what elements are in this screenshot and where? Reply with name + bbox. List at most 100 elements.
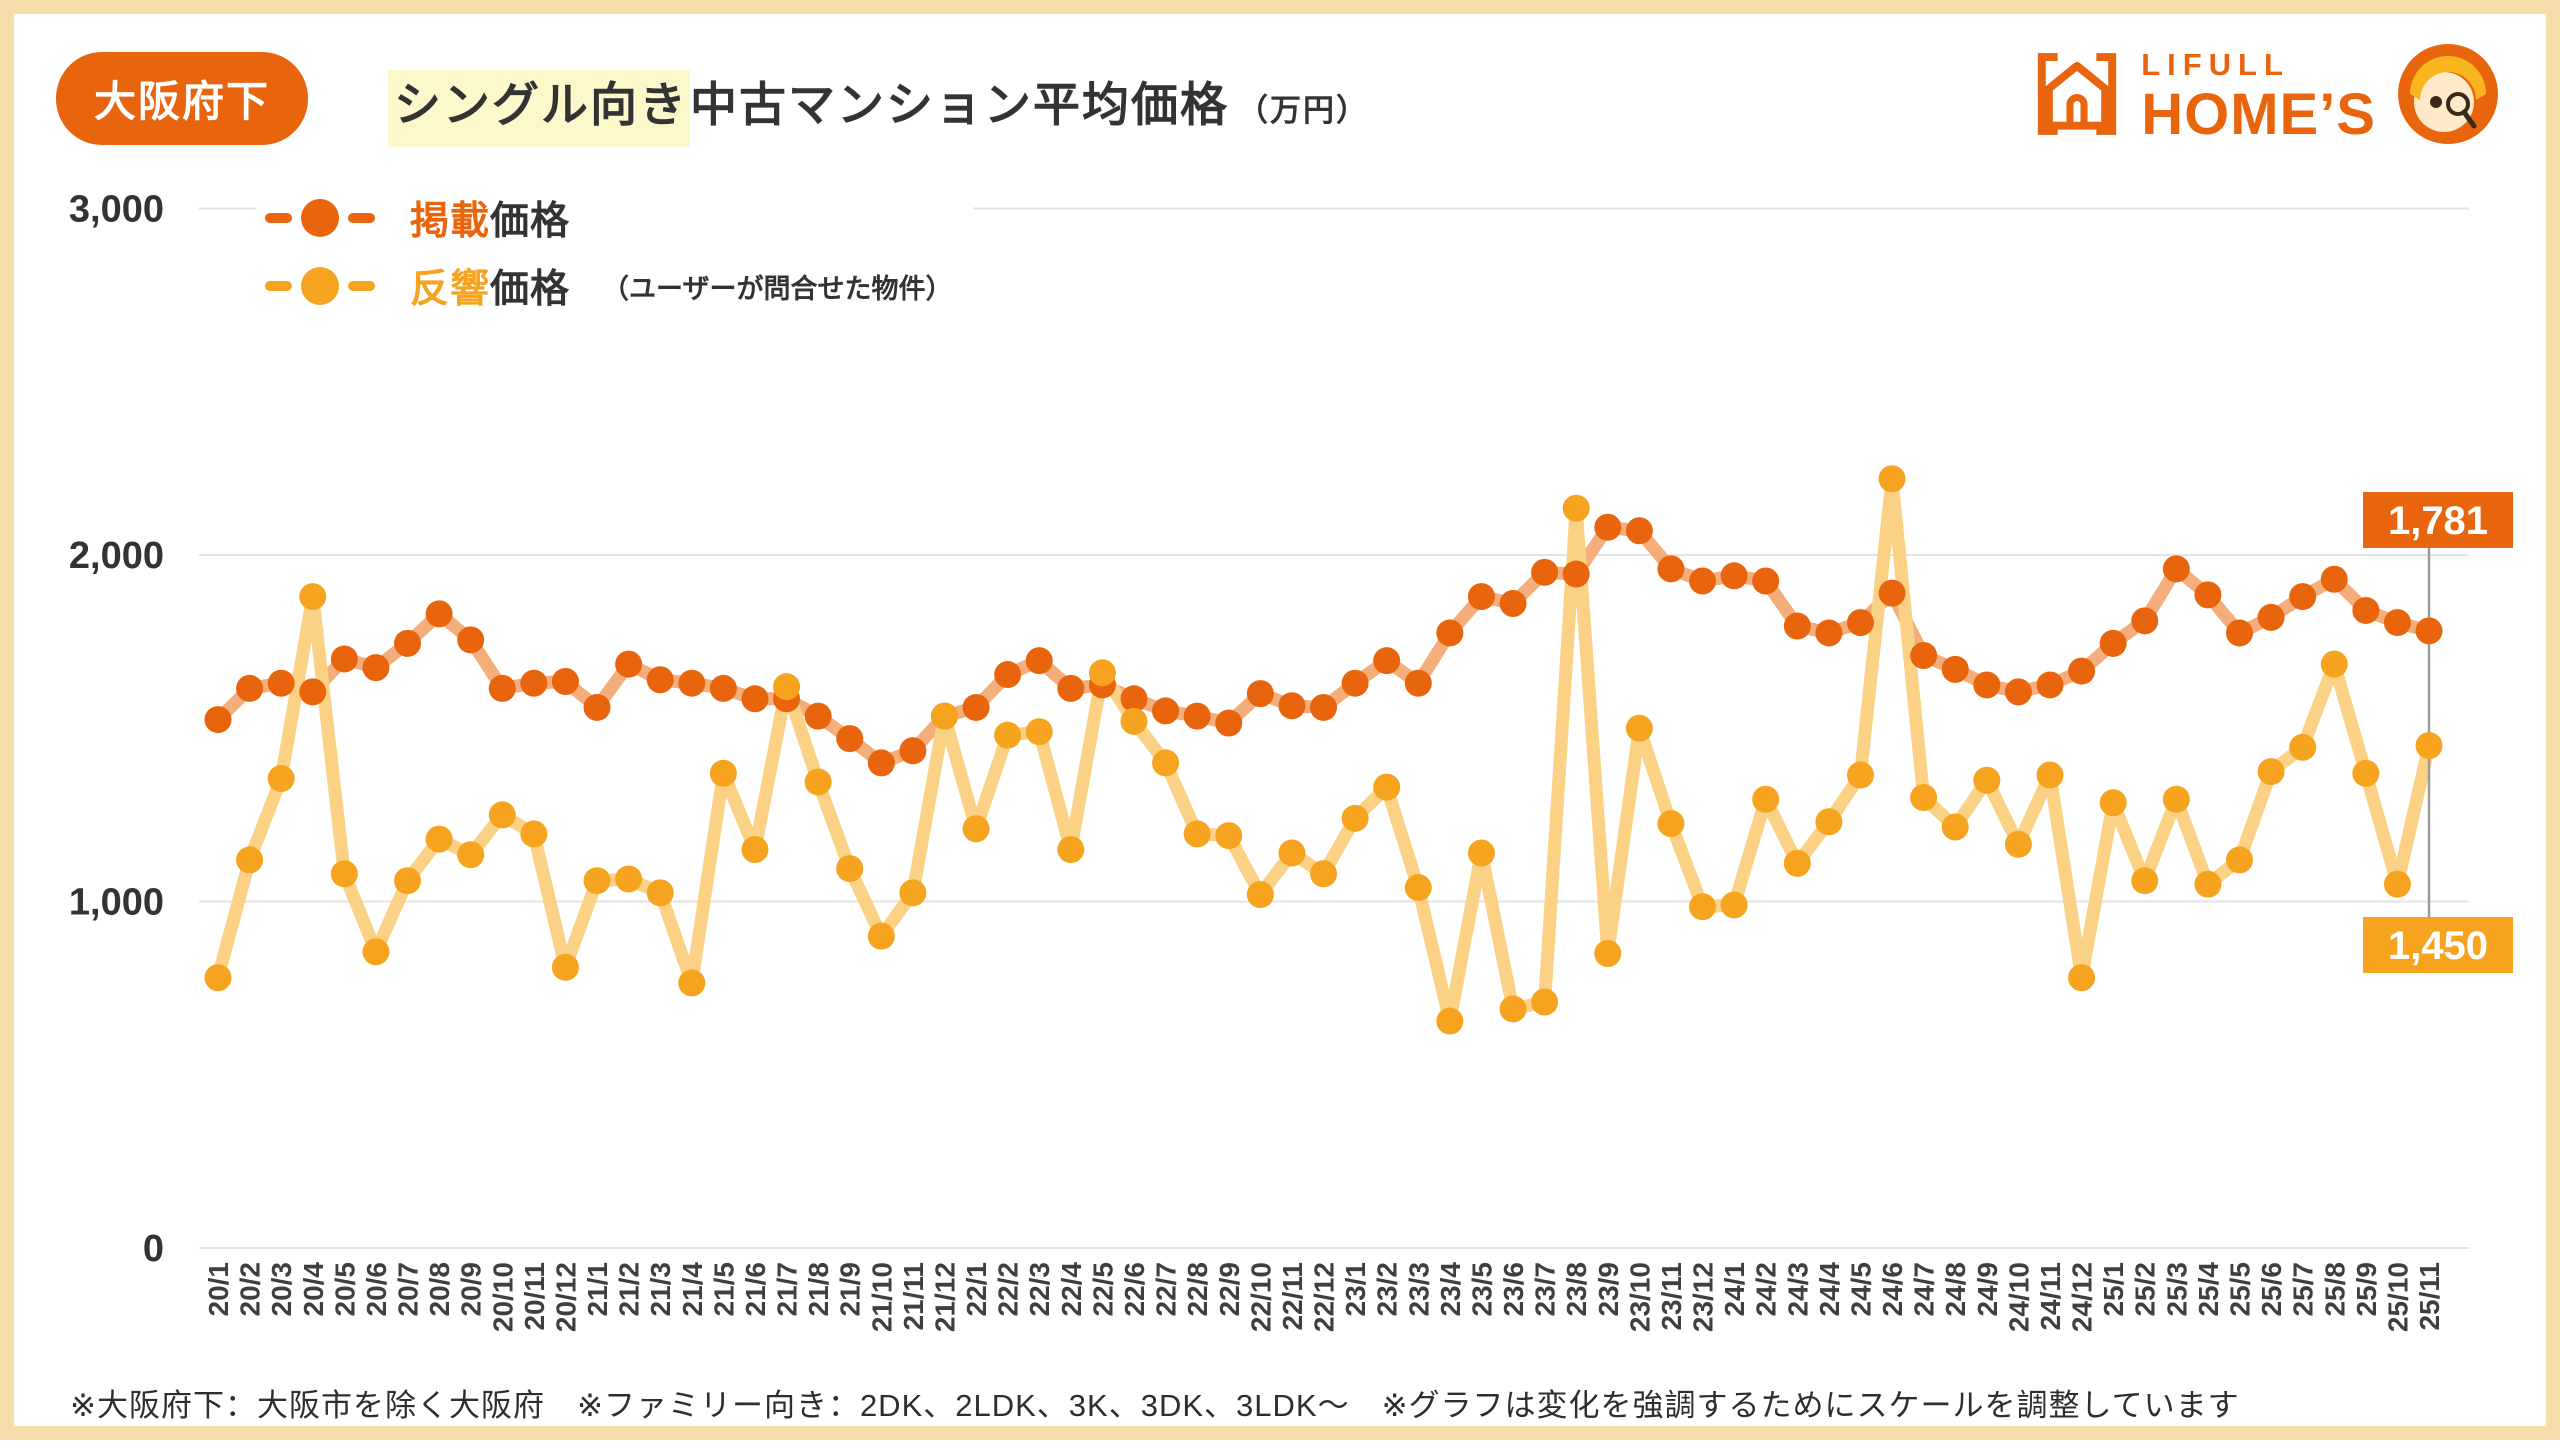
x-axis-tick: 21/5 xyxy=(708,1262,739,1317)
gridlines xyxy=(199,207,2469,1249)
listed-line xyxy=(211,520,2436,770)
x-axis-tick: 20/11 xyxy=(519,1262,550,1331)
listed-point xyxy=(1878,579,1906,607)
x-axis-tick: 24/12 xyxy=(2067,1262,2098,1332)
listed-point xyxy=(646,666,674,694)
inquiry-value-label-box xyxy=(2363,917,2514,973)
x-axis-tick: 23/6 xyxy=(1498,1262,1529,1317)
inquiry-point xyxy=(1531,988,1559,1016)
inquiry-point xyxy=(2415,732,2443,760)
x-axis-tick: 24/1 xyxy=(1719,1262,1750,1317)
x-axis-tick: 20/4 xyxy=(298,1262,329,1317)
listed-series-marker-icon xyxy=(256,199,384,237)
listed-point xyxy=(1120,685,1148,713)
inquiry-point xyxy=(1278,839,1306,867)
inquiry-point xyxy=(330,860,358,888)
x-axis-tick: 21/12 xyxy=(929,1262,960,1332)
x-axis-tick: 21/9 xyxy=(835,1262,866,1317)
x-axis-tick: 21/10 xyxy=(866,1262,897,1332)
x-axis-tick: 20/12 xyxy=(550,1262,581,1332)
footnote: ※大阪府下：大阪市を除く大阪府 ※ファミリー向き：2DK、2LDK、3K、3DK… xyxy=(70,1388,2240,1423)
listed-point xyxy=(551,667,579,695)
inquiry-point xyxy=(1341,804,1369,832)
title-rest: 中古マンション平均価格 xyxy=(690,78,1229,131)
inquiry-point xyxy=(1310,860,1338,888)
listed-point xyxy=(1941,655,1969,683)
inquiry-point xyxy=(1057,836,1085,864)
inquiry-point xyxy=(1436,1007,1464,1035)
inquiry-point xyxy=(425,825,453,853)
x-axis-tick: 25/6 xyxy=(2256,1262,2287,1317)
listed-point xyxy=(1436,619,1464,647)
listed-point xyxy=(457,626,485,654)
inquiry-point xyxy=(267,764,295,792)
listed-point xyxy=(1246,680,1274,708)
inquiry-point xyxy=(930,702,958,730)
inquiry-point xyxy=(1720,891,1748,919)
legend-note-inquiry: （ユーザーが問合せた物件） xyxy=(602,273,953,304)
listed-point xyxy=(2194,581,2222,609)
inquiry-point xyxy=(1215,822,1243,850)
chart-legend: 掲載価格 反響価格 （ユーザーが問合せた物件） xyxy=(256,192,973,312)
y-axis-tick: 2,000 xyxy=(69,535,164,577)
inquiry-point xyxy=(678,969,706,997)
inquiry-point xyxy=(2320,650,2348,678)
x-axis-tick: 22/8 xyxy=(1182,1262,1213,1317)
inquiry-point xyxy=(2004,830,2032,858)
x-axis-tick: 22/10 xyxy=(1245,1262,1276,1332)
listed-point xyxy=(1625,517,1653,545)
listed-point xyxy=(1215,709,1243,737)
x-axis-tick: 23/10 xyxy=(1624,1262,1655,1332)
inquiry-point xyxy=(2068,964,2096,992)
listed-point xyxy=(1973,671,2001,699)
x-axis-tick: 21/11 xyxy=(898,1262,929,1331)
listed-point xyxy=(1152,697,1180,725)
x-axis-tick: 20/10 xyxy=(487,1262,518,1332)
inquiry-point xyxy=(236,846,264,874)
listed-point xyxy=(362,654,390,682)
listed-point xyxy=(2415,617,2443,645)
inquiry-point xyxy=(1878,465,1906,493)
listed-point xyxy=(1910,641,1938,669)
listed-point xyxy=(1752,567,1780,595)
listed-point xyxy=(615,650,643,678)
inquiry-point xyxy=(709,759,737,787)
x-axis-tick: 21/3 xyxy=(645,1262,676,1317)
inquiry-point xyxy=(2257,758,2285,786)
x-axis-tick: 22/4 xyxy=(1056,1262,1087,1317)
inquiry-point xyxy=(1025,718,1053,746)
inquiry-point xyxy=(204,964,232,992)
x-axis-tick: 22/2 xyxy=(993,1262,1024,1317)
x-axis-tick: 23/12 xyxy=(1688,1262,1719,1332)
x-axis-tick: 20/8 xyxy=(424,1262,455,1317)
listed-point xyxy=(804,702,832,730)
listed-point xyxy=(1404,669,1432,697)
x-axis-tick: 23/9 xyxy=(1593,1262,1624,1317)
listed-point xyxy=(299,678,327,706)
x-axis-tick: 25/3 xyxy=(2161,1262,2192,1317)
price-line-chart: 3,000 2,000 1,000 0 20/1 20/2 20/3 20/4 20/5 20/6… xyxy=(69,189,2514,1333)
listed-point xyxy=(678,669,706,697)
inquiry-point xyxy=(962,815,990,843)
inquiry-point xyxy=(899,879,927,907)
listed-point xyxy=(899,737,927,765)
x-axis-labels: 20/1 20/2 20/3 20/4 20/5 20/6 20/7 20/8 20/9 20/1… xyxy=(203,1262,2445,1333)
x-axis-tick: 23/1 xyxy=(1340,1262,1371,1317)
inquiry-value-label-text: 1,450 xyxy=(2388,924,2488,968)
house-brackets-icon xyxy=(2033,50,2121,143)
listed-point xyxy=(2004,678,2032,706)
inquiry-point xyxy=(2352,759,2380,787)
inquiry-point xyxy=(1941,813,1969,841)
listed-point xyxy=(1341,669,1369,697)
listed-point xyxy=(2289,583,2317,611)
brand-text: LIFULL HOME’S xyxy=(2141,49,2376,144)
x-axis-tick: 24/5 xyxy=(1845,1262,1876,1317)
x-axis-tick: 24/9 xyxy=(1972,1262,2003,1317)
x-axis-tick: 23/11 xyxy=(1656,1262,1687,1331)
listed-point xyxy=(1689,567,1717,595)
inquiry-point xyxy=(615,865,643,893)
x-axis-tick: 25/9 xyxy=(2351,1262,2382,1317)
x-axis-tick: 24/7 xyxy=(1909,1262,1940,1317)
lifull-homes-logo: LIFULL HOME’S xyxy=(2033,42,2500,151)
